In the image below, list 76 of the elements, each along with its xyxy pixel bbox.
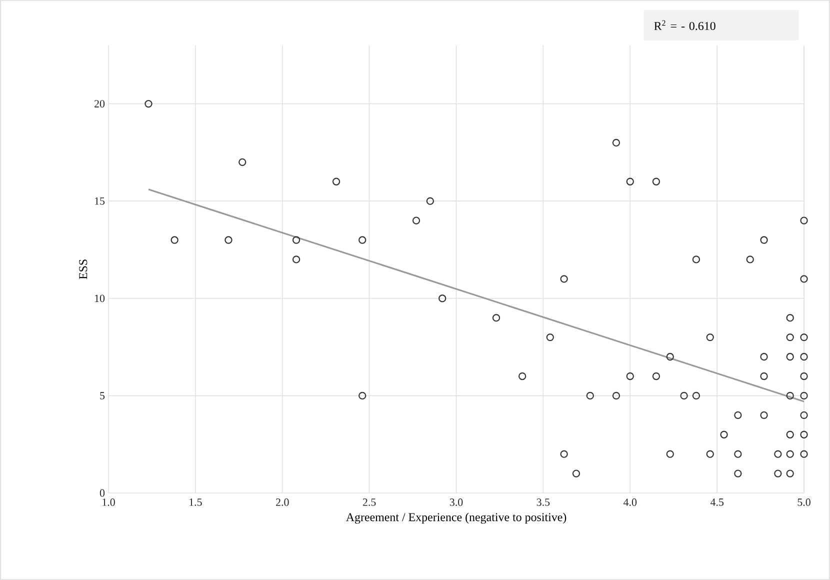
point xyxy=(692,256,700,264)
point xyxy=(800,450,808,458)
x-tick-label: 1.0 xyxy=(102,498,115,506)
point xyxy=(358,392,366,400)
x-tick-label: 1.5 xyxy=(190,498,202,506)
point xyxy=(652,372,660,380)
point xyxy=(800,411,808,419)
point xyxy=(560,275,568,283)
point xyxy=(492,314,500,322)
y-tick-label: 10 xyxy=(94,294,105,302)
point xyxy=(170,236,178,244)
point xyxy=(706,333,714,342)
point xyxy=(518,372,526,380)
point xyxy=(720,430,728,438)
point xyxy=(760,372,768,380)
point xyxy=(786,450,794,458)
point xyxy=(626,178,634,186)
point xyxy=(800,372,808,380)
point xyxy=(800,275,808,283)
point xyxy=(612,392,620,400)
point xyxy=(800,216,808,224)
point xyxy=(680,392,688,400)
point xyxy=(292,236,300,244)
point xyxy=(734,470,742,478)
point xyxy=(800,430,808,438)
point xyxy=(560,450,568,458)
point xyxy=(760,236,768,244)
point xyxy=(652,178,660,186)
point xyxy=(786,333,794,342)
point xyxy=(144,100,152,108)
point xyxy=(224,236,232,244)
point xyxy=(438,294,446,302)
text: R$^{2}$ = - 0.610 xyxy=(654,20,716,30)
point xyxy=(800,392,808,400)
point xyxy=(746,256,754,264)
point xyxy=(612,138,620,147)
x-tick-label: 3.5 xyxy=(536,498,550,506)
point xyxy=(774,450,782,458)
point xyxy=(760,411,768,419)
point xyxy=(786,314,794,322)
point xyxy=(692,392,700,400)
point xyxy=(706,450,714,458)
point xyxy=(332,178,340,186)
x-tick-label: 2.0 xyxy=(276,498,289,506)
y-tick-label: 5 xyxy=(100,392,105,400)
point xyxy=(626,372,634,380)
point xyxy=(786,470,794,478)
y-tick-label: 0 xyxy=(100,489,105,497)
y-tick-label: 15 xyxy=(94,197,105,205)
point xyxy=(774,470,782,478)
point xyxy=(572,470,580,478)
x-tick-label: 4.5 xyxy=(710,498,724,506)
point xyxy=(426,197,434,205)
point xyxy=(734,411,742,419)
point xyxy=(666,352,674,361)
y-tick-label: 20 xyxy=(94,100,105,108)
point xyxy=(238,158,246,166)
x-tick-label: 3.0 xyxy=(450,498,463,506)
x-tick-label: 2.5 xyxy=(362,498,376,506)
point xyxy=(800,352,808,361)
point xyxy=(800,333,808,342)
point xyxy=(786,352,794,361)
point xyxy=(292,256,300,264)
point xyxy=(666,450,674,458)
x-tick-label: 4.0 xyxy=(624,498,637,506)
y-axis-title: ESS xyxy=(79,260,88,280)
x-axis-title: Agreement / Experience (negative to positive) xyxy=(346,512,566,524)
point xyxy=(546,333,554,342)
point xyxy=(358,236,366,244)
point xyxy=(786,392,794,400)
point xyxy=(412,216,420,224)
point xyxy=(586,392,594,400)
point xyxy=(734,450,742,458)
point xyxy=(786,430,794,438)
x-tick-label: 5.0 xyxy=(798,498,810,506)
point xyxy=(760,352,768,361)
